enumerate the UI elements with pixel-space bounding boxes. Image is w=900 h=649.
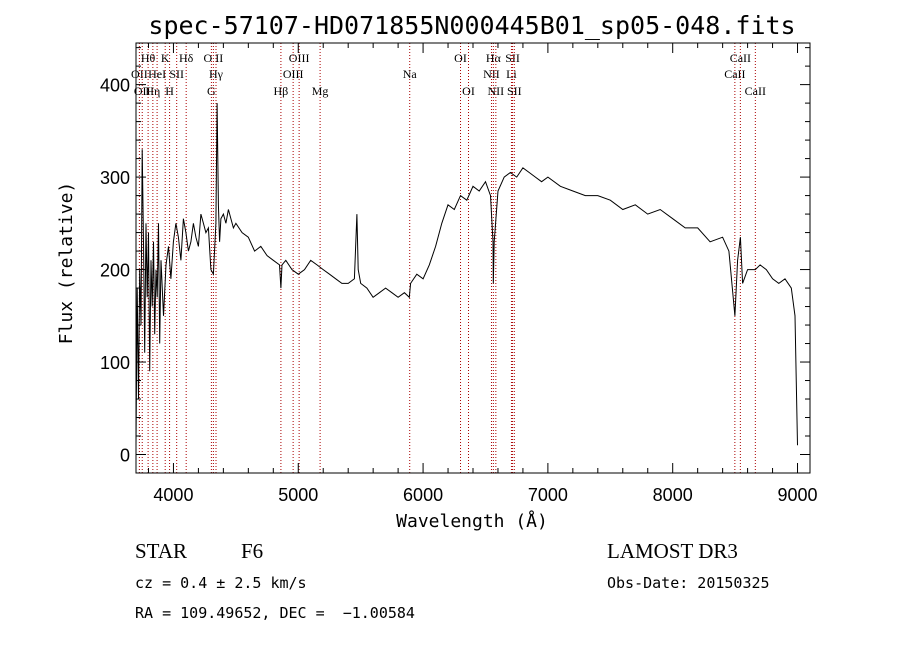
spectral-line-label: SII xyxy=(507,84,522,98)
spectrum-series xyxy=(135,103,798,446)
spectral-line-label: Hγ xyxy=(209,67,224,81)
spectral-line-label: Hη xyxy=(145,84,160,98)
spectral-line-label: OIII xyxy=(283,67,304,81)
spectral-lines-layer: OII OII Hθ Hη HeI K H SII Hδ G O II Hγ Hβ OIII OIII Mg N… xyxy=(131,43,766,473)
object-type: STAR xyxy=(135,539,187,563)
x-tick-label: 5000 xyxy=(278,485,318,505)
spectral-line-label: Na xyxy=(403,67,418,81)
chart-title: spec-57107-HD071855N000445B01_sp05-048.f… xyxy=(148,11,795,40)
spectral-line-label: OII xyxy=(131,67,148,81)
x-tick-label: 9000 xyxy=(777,485,817,505)
x-axis-label: Wavelength (Å) xyxy=(396,510,548,532)
y-tick-label: 300 xyxy=(100,168,130,188)
spectral-line-label: SII xyxy=(169,67,184,81)
y-tick-label: 200 xyxy=(100,261,130,281)
coordinates: RA = 109.49652, DEC = −1.00584 xyxy=(135,604,415,622)
object-subclass: F6 xyxy=(241,539,264,563)
axes-layer: 4000 5000 6000 7000 8000 9000 0 100 200 300 400 xyxy=(100,42,818,505)
spectral-line-label: Hθ xyxy=(141,51,156,65)
spectral-line-label: OII xyxy=(134,84,151,98)
survey-name: LAMOST DR3 xyxy=(607,539,738,563)
spectral-line-label: Hα xyxy=(486,51,502,65)
redshift-text: cz = 0.4 ± 2.5 km/s xyxy=(135,574,307,592)
spectral-line-label: NII xyxy=(483,67,500,81)
spectral-line-label: Hβ xyxy=(274,84,289,98)
y-tick-label: 100 xyxy=(100,353,130,373)
x-tick-label: 6000 xyxy=(403,485,443,505)
y-axis-label: Flux (relative) xyxy=(56,182,77,345)
spectral-line-label: OI xyxy=(462,84,475,98)
y-tick-label: 400 xyxy=(100,76,130,96)
spectral-line-label: CaII xyxy=(730,51,751,65)
x-tick-label: 7000 xyxy=(528,485,568,505)
spectral-line-label: Hδ xyxy=(179,51,194,65)
y-tick-label: 0 xyxy=(120,446,130,466)
spectral-line-label: O II xyxy=(204,51,224,65)
spectral-line-label: H xyxy=(165,84,174,98)
x-tick-label: 8000 xyxy=(653,485,693,505)
spectral-line-label: CaII xyxy=(745,84,766,98)
spectral-line-label: K xyxy=(161,51,170,65)
obs-date: Obs-Date: 20150325 xyxy=(607,574,770,592)
spectral-line-label: SII xyxy=(505,51,520,65)
spectral-line-label: G xyxy=(207,84,216,98)
spectral-line-label: OIII xyxy=(289,51,310,65)
series-layer xyxy=(135,103,798,446)
x-tick-label: 4000 xyxy=(153,485,193,505)
spectral-line-label: HeI xyxy=(148,67,166,81)
spectral-line-label: OI xyxy=(454,51,467,65)
spectral-line-label: NII xyxy=(488,84,505,98)
plot-frame xyxy=(135,42,811,474)
spectral-line-label: CaII xyxy=(724,67,745,81)
spectral-line-label: Li xyxy=(506,67,517,81)
spectral-line-label: Mg xyxy=(312,84,329,98)
